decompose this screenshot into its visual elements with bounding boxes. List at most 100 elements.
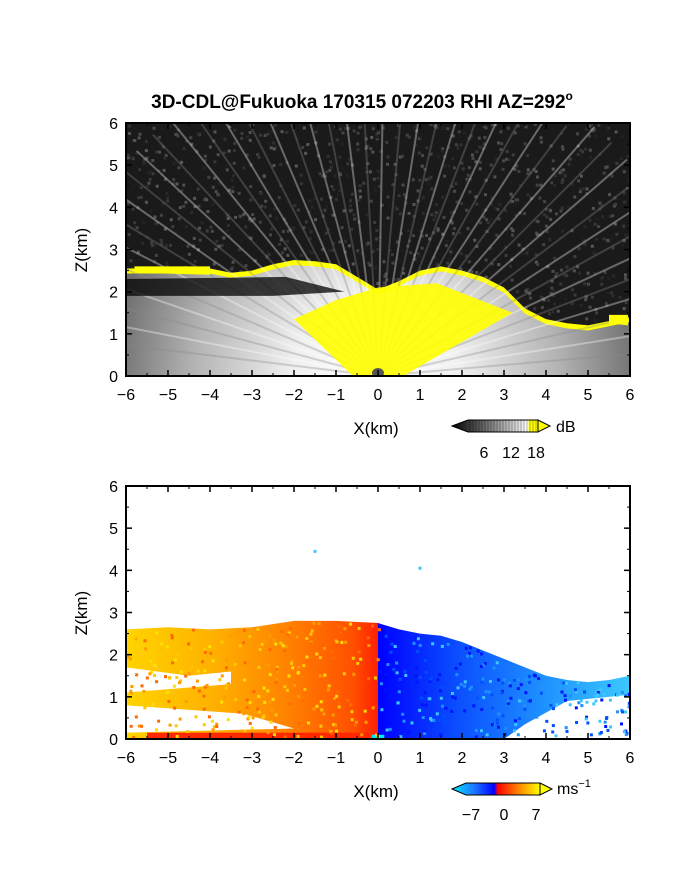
axis-ticks: −6 −5 −4 −3 −2 −1 0 1 2 3 4 5 6 0 1 2 3 4 5 6 (109, 479, 634, 767)
noise-pixel (573, 195, 577, 199)
x-tick-label: −1 (327, 750, 345, 767)
noise-pixel (473, 238, 477, 242)
noise-pixel (484, 208, 488, 212)
noise-pixel (406, 244, 410, 248)
noise-pixel (127, 131, 131, 135)
noise-pixel (466, 179, 470, 183)
velocity-pixel (386, 663, 390, 667)
noise-pixel (172, 208, 176, 212)
noise-pixel (369, 147, 373, 151)
noise-pixel (417, 151, 421, 155)
noise-pixel (342, 209, 346, 213)
noise-pixel (249, 219, 253, 223)
velocity-pixel (594, 699, 598, 703)
velocity-pixel (455, 673, 459, 677)
noise-pixel (268, 233, 272, 237)
noise-pixel (598, 201, 602, 205)
velocity-pixel (497, 678, 501, 682)
noise-pixel (328, 169, 332, 173)
velocity-pixel (140, 630, 144, 634)
velocity-pixel (620, 722, 624, 726)
velocity-pixel (542, 729, 546, 733)
velocity-pixel (403, 669, 407, 673)
noise-pixel (611, 214, 615, 218)
velocity-pixel (501, 681, 505, 685)
noise-pixel (483, 193, 487, 197)
noise-pixel (504, 245, 508, 249)
noise-pixel (358, 125, 362, 129)
noise-pixel (186, 244, 190, 248)
velocity-pixel (399, 735, 403, 739)
noise-pixel (443, 164, 447, 168)
noise-pixel (172, 178, 176, 182)
noise-pixel (601, 215, 605, 219)
noise-pixel (437, 208, 441, 212)
noise-pixel (609, 291, 613, 295)
x-tick-label: 3 (500, 750, 509, 767)
velocity-pixel (495, 661, 499, 665)
noise-pixel (384, 272, 388, 276)
velocity-pixel (201, 660, 205, 664)
velocity-pixel (476, 696, 480, 700)
noise-pixel (163, 177, 167, 181)
noise-pixel (211, 185, 215, 189)
velocity-pixel (175, 676, 179, 680)
noise-pixel (141, 241, 145, 245)
noise-pixel (604, 301, 608, 305)
velocity-pixel (371, 706, 375, 710)
noise-pixel (588, 148, 592, 152)
velocity-pixel (415, 666, 419, 670)
velocity-pixel (145, 676, 149, 680)
velocity-pixel (252, 690, 256, 694)
noise-pixel (331, 213, 335, 217)
velocity-pixel (333, 696, 337, 700)
noise-pixel (603, 270, 607, 274)
noise-pixel (584, 295, 588, 299)
noise-pixel (150, 243, 154, 247)
velocity-pixel (160, 639, 164, 643)
noise-pixel (613, 222, 617, 226)
noise-pixel (518, 211, 522, 215)
velocity-pixel (399, 659, 403, 663)
noise-pixel (560, 131, 564, 135)
noise-pixel (182, 147, 186, 151)
noise-pixel (196, 132, 200, 136)
noise-pixel (214, 247, 218, 251)
velocity-pixel (506, 701, 510, 705)
noise-pixel (607, 137, 611, 141)
velocity-pixel (604, 725, 608, 729)
velocity-pixel (319, 724, 323, 728)
noise-pixel (465, 208, 469, 212)
noise-pixel (251, 213, 255, 217)
velocity-pixel (246, 717, 250, 721)
velocity-pixel (225, 683, 229, 687)
velocity-pixel (153, 664, 157, 668)
noise-pixel (484, 126, 488, 130)
velocity-pixel (404, 673, 408, 677)
velocity-pixel (336, 690, 340, 694)
noise-pixel (445, 239, 449, 243)
noise-pixel (289, 228, 293, 232)
velocity-pixel (450, 709, 454, 713)
noise-pixel (338, 240, 342, 244)
velocity-pixel (397, 690, 401, 694)
noise-pixel (137, 196, 141, 200)
noise-pixel (314, 218, 318, 222)
noise-pixel (588, 305, 592, 309)
noise-pixel (441, 125, 445, 129)
noise-pixel (533, 307, 537, 311)
velocity-pixel (367, 644, 371, 648)
noise-pixel (551, 293, 555, 297)
velocity-pixel (472, 704, 476, 708)
noise-pixel (375, 229, 379, 233)
noise-pixel (474, 195, 478, 199)
noise-pixel (489, 217, 493, 221)
velocity-pixel (342, 672, 346, 676)
velocity-pixel (192, 685, 196, 689)
noise-pixel (490, 196, 494, 200)
noise-pixel (408, 123, 412, 127)
noise-pixel (418, 178, 422, 182)
velocity-pixel (357, 650, 361, 654)
noise-pixel (385, 140, 389, 144)
velocity-pixel (203, 685, 207, 689)
